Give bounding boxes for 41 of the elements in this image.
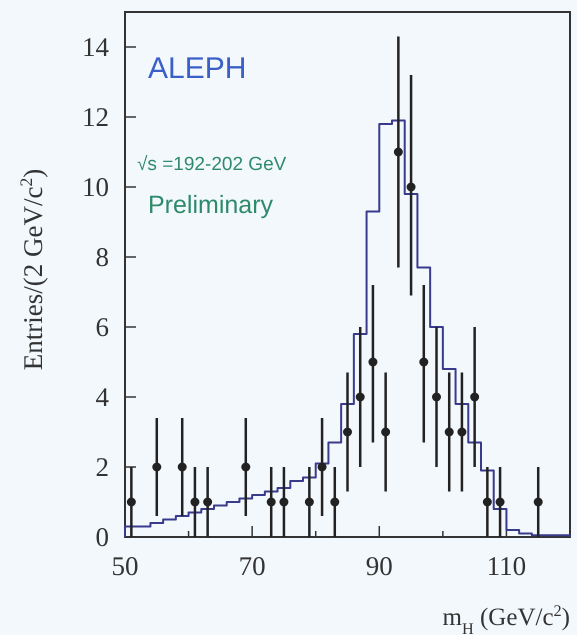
point (368, 358, 378, 366)
point (482, 498, 492, 506)
point (432, 392, 441, 402)
point (318, 462, 327, 472)
point (178, 462, 187, 472)
x-tick-label: 70 (238, 551, 266, 581)
y-tick-label: 8 (96, 242, 109, 272)
point (266, 498, 276, 506)
y-tick-label: 4 (96, 382, 110, 412)
x-tick-label: 90 (366, 551, 393, 581)
point (419, 358, 428, 366)
y-tick-label: 14 (82, 32, 110, 62)
point (381, 428, 390, 436)
point (406, 182, 416, 192)
point (152, 462, 162, 472)
annotation: √s =192-202 GeV (137, 154, 287, 175)
x-axis-title: m$_{H}$ (GeV/c$^{2}$) (442, 602, 570, 635)
point (304, 498, 314, 506)
point (343, 428, 352, 436)
y-tick-label: 2 (96, 452, 109, 482)
point (470, 392, 480, 402)
point (457, 428, 466, 436)
point (330, 498, 340, 506)
point (496, 498, 505, 506)
y-tick-label: 0 (96, 522, 109, 552)
point (394, 148, 403, 156)
point (356, 392, 365, 402)
point (241, 462, 250, 472)
point (190, 498, 200, 506)
point (203, 498, 212, 506)
annotation: ALEPH (148, 52, 246, 85)
annotation: Preliminary (148, 191, 274, 219)
point (444, 428, 454, 436)
point (534, 498, 543, 506)
y-tick-label: 12 (82, 102, 109, 132)
y-tick-label: 10 (82, 172, 109, 202)
point (126, 498, 136, 506)
x-tick-label: 50 (112, 551, 138, 581)
point (279, 498, 288, 506)
x-tick-label: 110 (486, 551, 526, 581)
y-tick-label: 6 (96, 312, 109, 342)
